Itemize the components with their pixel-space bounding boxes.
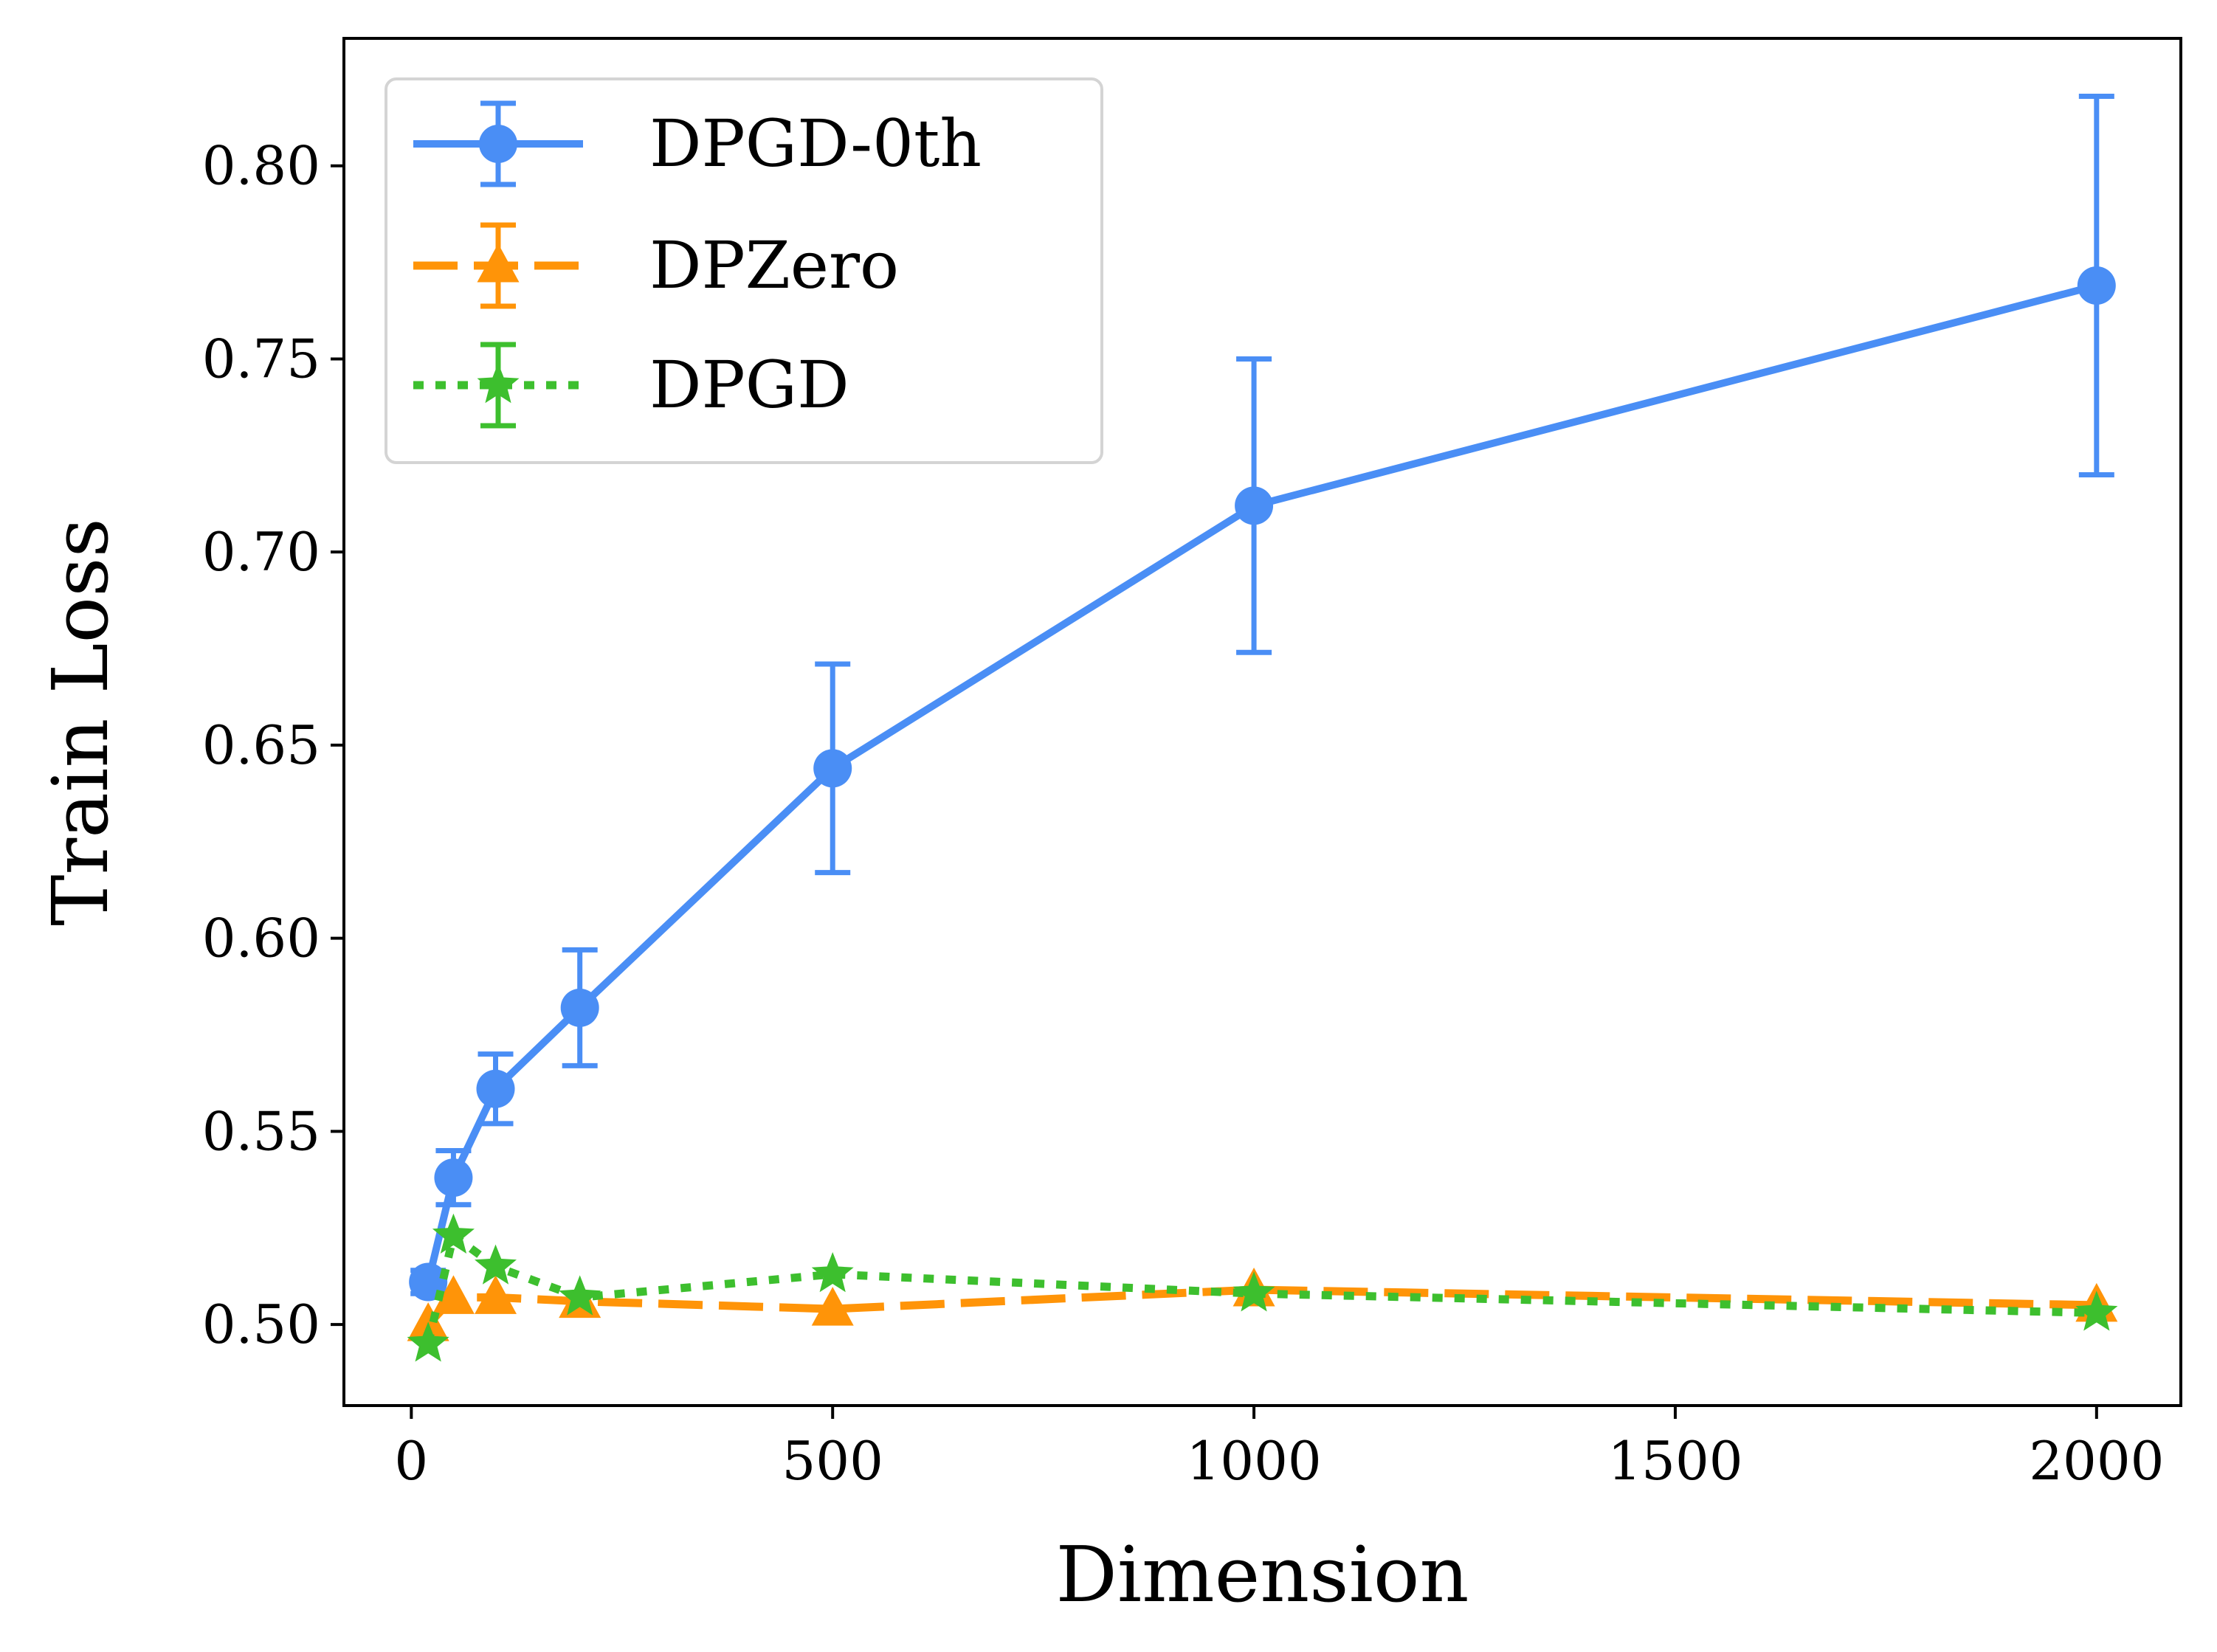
y-axis: 0.50 0.55 0.60 0.65 0.70 0.75 0.80 bbox=[202, 135, 344, 1355]
y-tick-label: 0.75 bbox=[202, 328, 320, 390]
y-tick-label: 0.80 bbox=[202, 135, 320, 197]
data-point bbox=[2075, 1290, 2118, 1331]
legend-box bbox=[385, 77, 1103, 464]
x-axis-title: Dimension bbox=[1055, 1530, 1469, 1620]
legend-item: DPGD-0th bbox=[413, 100, 982, 187]
x-tick-label: 1500 bbox=[1607, 1430, 1742, 1492]
y-tick-label: 0.55 bbox=[202, 1100, 320, 1162]
y-axis-title: Train Loss bbox=[35, 518, 125, 926]
legend-marker bbox=[477, 243, 520, 283]
legend-label: DPGD bbox=[649, 347, 849, 423]
plot-frame bbox=[342, 37, 2182, 1407]
legend-label: DPGD-0th bbox=[649, 106, 982, 182]
legend-marker bbox=[479, 125, 517, 163]
y-tick-label: 0.60 bbox=[202, 908, 320, 970]
data-point bbox=[475, 1244, 517, 1285]
data-point bbox=[407, 1321, 449, 1362]
data-point bbox=[560, 988, 599, 1027]
x-tick-label: 500 bbox=[782, 1430, 883, 1492]
y-tick-label: 0.65 bbox=[202, 714, 320, 776]
legend-item: DPGD bbox=[413, 342, 849, 429]
data-point bbox=[811, 1287, 854, 1326]
data-point bbox=[432, 1275, 475, 1314]
legend-label: DPZero bbox=[649, 227, 899, 303]
data-point bbox=[1232, 1271, 1275, 1312]
legend: DPGD-0th DPZero DPGD bbox=[385, 77, 1103, 464]
series-dpgd bbox=[407, 1213, 2118, 1362]
data-point bbox=[432, 1213, 475, 1254]
x-tick-label: 2000 bbox=[2029, 1430, 2164, 1492]
series-dpgd-0th bbox=[409, 94, 2116, 1302]
data-point bbox=[475, 1275, 517, 1314]
legend-marker bbox=[477, 363, 520, 404]
y-tick-label: 0.50 bbox=[202, 1293, 320, 1355]
data-point bbox=[476, 1069, 515, 1108]
legend-item: DPZero bbox=[413, 222, 899, 309]
plot-marks bbox=[407, 94, 2118, 1362]
data-point bbox=[1235, 486, 1274, 525]
data-point bbox=[434, 1158, 473, 1197]
data-point bbox=[2077, 266, 2116, 305]
x-axis: 0 500 1000 1500 2000 bbox=[394, 1406, 2164, 1492]
x-tick-label: 0 bbox=[394, 1430, 428, 1492]
x-tick-label: 1000 bbox=[1186, 1430, 1321, 1492]
data-point bbox=[811, 1252, 854, 1293]
data-point bbox=[559, 1275, 601, 1316]
data-point bbox=[813, 749, 852, 788]
y-tick-label: 0.70 bbox=[202, 521, 320, 583]
